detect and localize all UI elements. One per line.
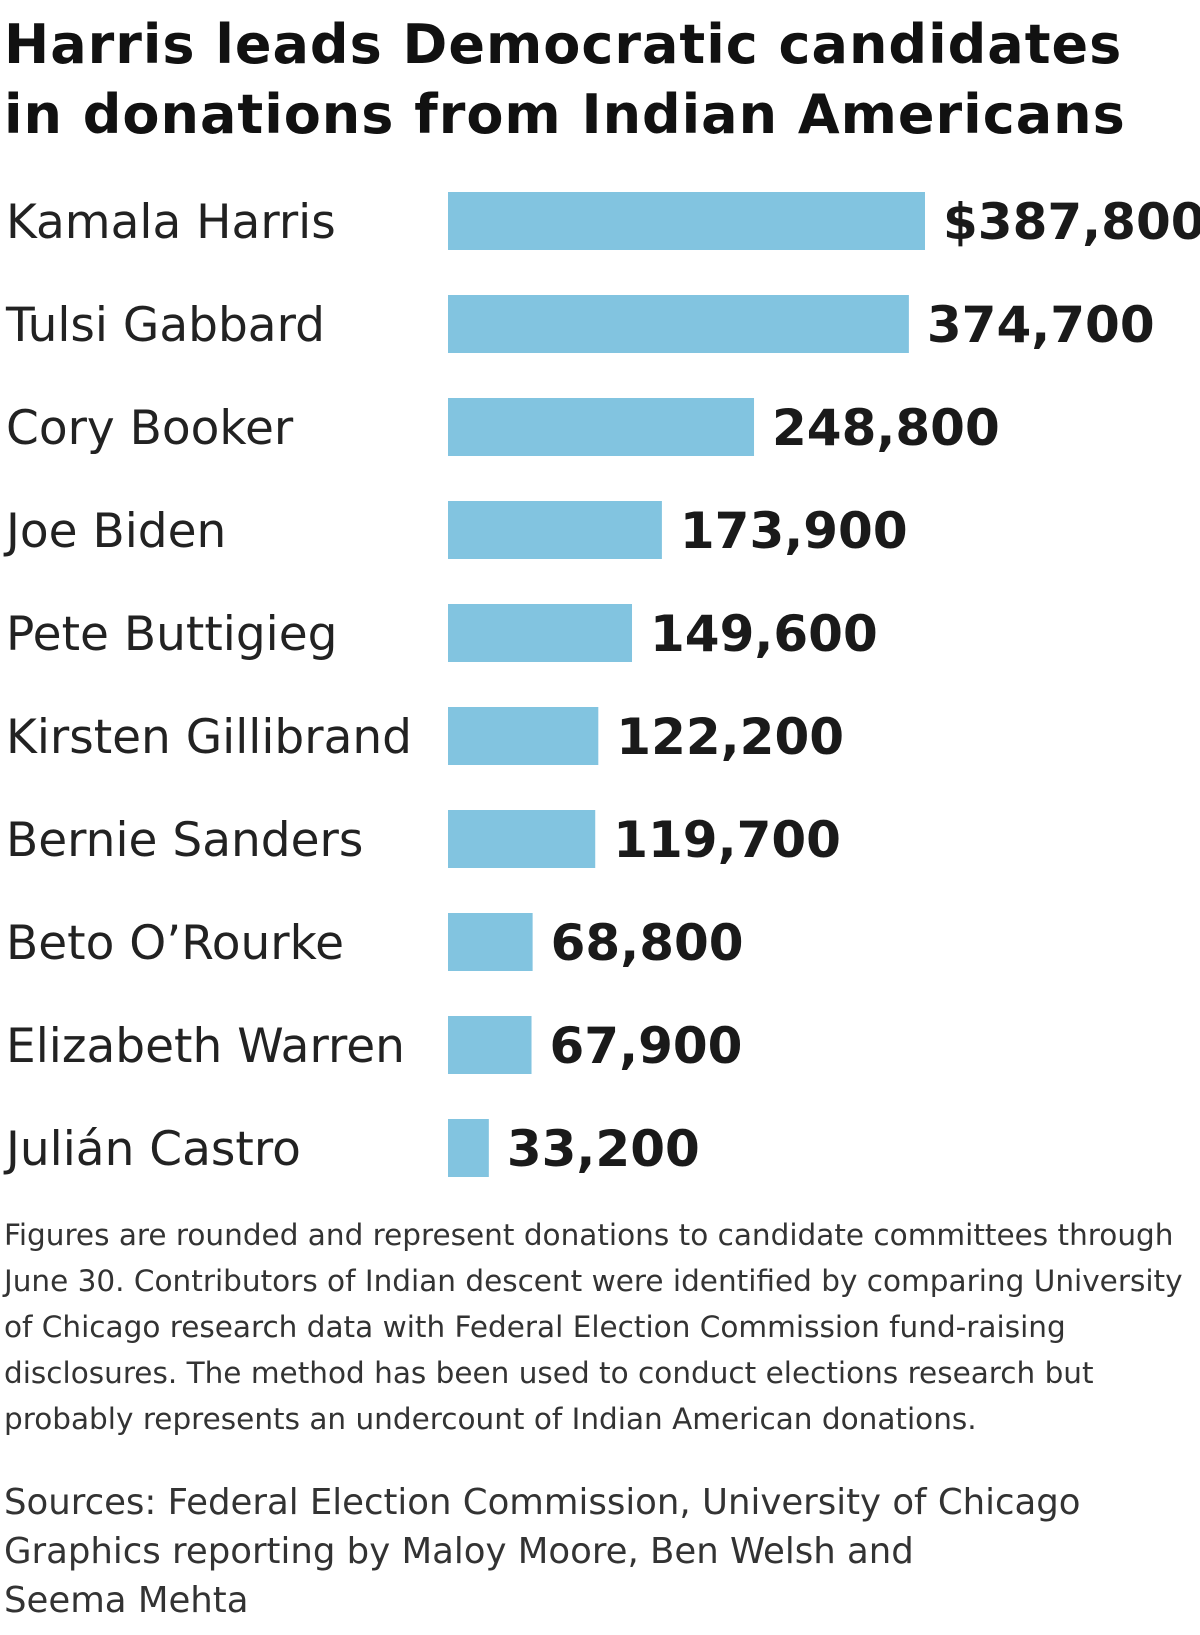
value-label: 173,900 [680, 502, 908, 560]
category-label: Beto O’Rourke [6, 916, 344, 971]
value-label: 68,800 [551, 914, 744, 972]
category-label: Bernie Sanders [6, 813, 363, 868]
bar [448, 707, 599, 765]
bar [448, 1016, 532, 1074]
category-label: Cory Booker [6, 401, 294, 456]
bar [448, 295, 909, 353]
bar [448, 913, 533, 971]
bar [448, 398, 755, 456]
value-label: 149,600 [650, 605, 878, 663]
value-label: 122,200 [616, 708, 844, 766]
value-label: $387,800 [943, 193, 1200, 251]
value-label: 248,800 [772, 399, 1000, 457]
category-label: Kamala Harris [6, 195, 336, 250]
bar-chart: Kamala Harris $387,800 Tulsi Gabbard 374,70… [3, 192, 1200, 1178]
bar [448, 192, 925, 250]
category-label: Kirsten Gillibrand [6, 710, 412, 765]
category-label: Joe Biden [3, 504, 226, 559]
bar [448, 810, 596, 868]
value-label: 33,200 [507, 1120, 700, 1178]
value-label: 374,700 [927, 296, 1155, 354]
credit-line: Graphics reporting by Maloy Moore, Ben W… [4, 1531, 914, 1621]
sources-line: Sources: Federal Election Commission, Un… [4, 1482, 1081, 1523]
sources-block: Sources: Federal Election Commission, Un… [4, 1478, 1194, 1625]
chart-footnote: Figures are rounded and represent donati… [4, 1218, 1183, 1436]
category-label: Pete Buttigieg [6, 607, 337, 662]
category-label: Julián Castro [3, 1122, 301, 1177]
value-label: 119,700 [613, 811, 841, 869]
bar [448, 604, 633, 662]
bar [448, 501, 662, 559]
category-label: Tulsi Gabbard [5, 298, 325, 353]
value-label: 67,900 [550, 1017, 743, 1075]
category-label: Elizabeth Warren [6, 1019, 405, 1074]
chart-title: Harris leads Democratic candidates in do… [4, 13, 1126, 146]
bar [448, 1119, 489, 1177]
